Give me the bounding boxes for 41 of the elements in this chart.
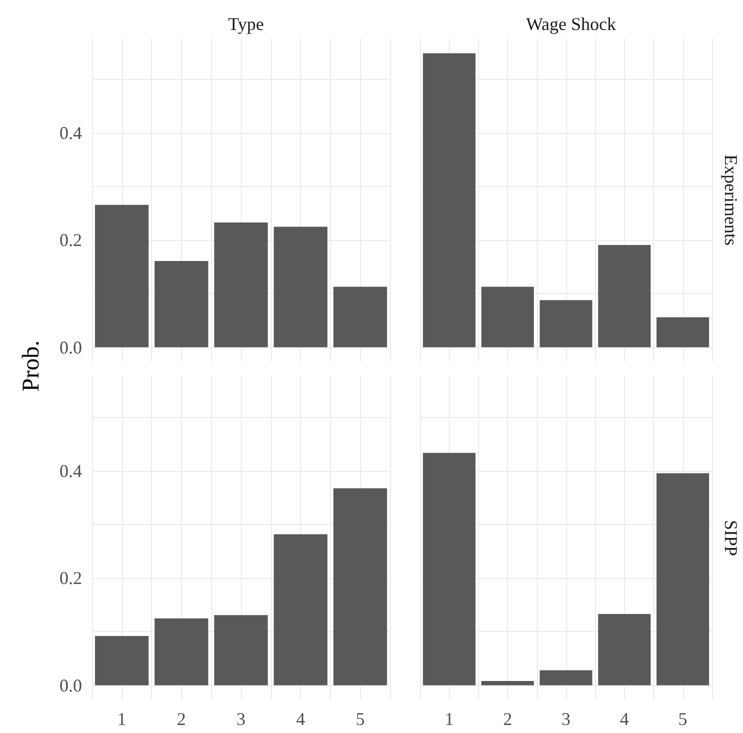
x-tick-label: 5: [678, 709, 688, 729]
bar: [214, 222, 268, 348]
y-tick-label: 0.4: [60, 123, 82, 144]
x-tick-label: 5: [356, 709, 365, 729]
bar: [333, 286, 388, 348]
bar: [540, 300, 592, 348]
bar: [154, 261, 208, 348]
bar: [274, 534, 328, 686]
chart-title: Wage Shock: [526, 14, 616, 34]
bar: [333, 488, 388, 686]
y-tick-label: 0.2: [60, 568, 82, 588]
x-tick-label: 1: [444, 709, 454, 729]
bar: [422, 53, 476, 348]
bar: [154, 618, 208, 686]
bar: [540, 670, 592, 686]
text: SIPP: [721, 520, 741, 556]
x-tick-label: 4: [620, 709, 629, 729]
bar: [656, 317, 710, 348]
x-tick-label: 1: [117, 709, 126, 729]
bar: [214, 615, 268, 686]
bar: [481, 680, 534, 686]
bar: [481, 286, 534, 348]
y-axis-title: Prob.: [18, 340, 46, 392]
x-tick-label: 3: [562, 709, 570, 729]
x-tick-label: 4: [296, 709, 306, 729]
bar: [274, 226, 328, 348]
chart-title: Type: [228, 14, 264, 34]
y-tick-label: 0.2: [60, 230, 82, 250]
bar: [94, 204, 149, 348]
x-tick-label: 3: [236, 709, 246, 729]
bar: [656, 473, 710, 686]
y-tick-label: 0.0: [60, 675, 82, 696]
bar: [598, 244, 651, 348]
text: Experiments: [721, 154, 741, 246]
bar: [598, 614, 651, 686]
bar: [422, 452, 476, 686]
x-tick-label: 2: [503, 709, 512, 729]
x-tick-label: 2: [176, 709, 186, 729]
y-tick-label: 0.4: [60, 461, 82, 482]
bar: [94, 636, 149, 686]
y-tick-label: 0.0: [60, 337, 82, 358]
